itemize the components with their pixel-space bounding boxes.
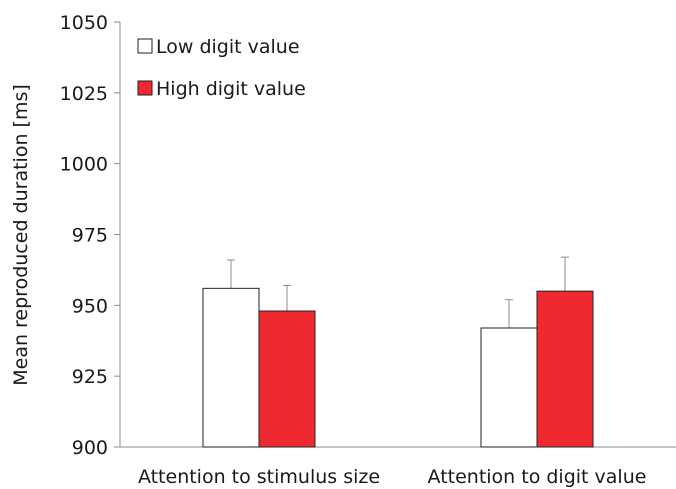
y-tick-label: 1050 bbox=[60, 12, 108, 34]
legend: Low digit value High digit value bbox=[138, 36, 306, 100]
legend-swatch bbox=[138, 81, 152, 95]
bar-group bbox=[203, 257, 593, 447]
bar bbox=[481, 328, 537, 447]
legend-label: Low digit value bbox=[156, 36, 300, 58]
y-axis-title: Mean reproduced duration [ms] bbox=[10, 84, 32, 386]
y-tick-label: 975 bbox=[72, 225, 108, 247]
legend-swatch bbox=[138, 39, 152, 53]
y-tick-label: 1000 bbox=[60, 154, 108, 176]
x-tick-label: Attention to stimulus size bbox=[138, 466, 380, 488]
y-tick-label: 900 bbox=[72, 437, 108, 459]
y-tick-label: 950 bbox=[72, 295, 108, 317]
bar bbox=[259, 311, 315, 447]
legend-label: High digit value bbox=[156, 78, 306, 100]
x-tick-label: Attention to digit value bbox=[428, 466, 647, 488]
y-tick-label: 1025 bbox=[60, 83, 108, 105]
x-axis: Attention to stimulus size Attention to d… bbox=[120, 447, 676, 488]
y-tick-label: 925 bbox=[72, 366, 108, 388]
y-axis: 900 925 950 975 1000 1025 1050 bbox=[60, 12, 120, 459]
bar bbox=[537, 291, 593, 447]
bar bbox=[203, 288, 259, 447]
